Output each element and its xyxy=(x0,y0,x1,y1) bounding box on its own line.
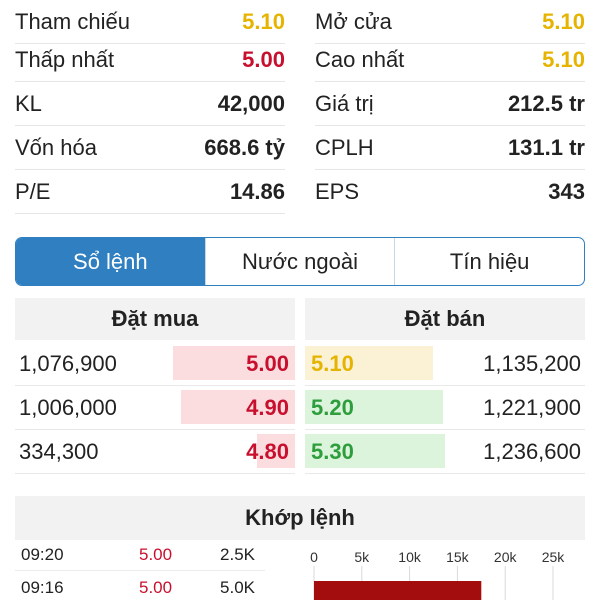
sell-volume-bar xyxy=(305,390,443,424)
buy-volume-bar xyxy=(257,434,295,468)
stat-label: Cao nhất xyxy=(315,47,405,72)
sell-order-row[interactable]: 5.30 1,236,600 xyxy=(305,430,585,474)
volume-by-price-chart: 0 5k 10k 15k 20k 25k xyxy=(310,549,566,600)
stat-row-low: Thấp nhất 5.00 xyxy=(15,38,285,82)
stat-label: Mở cửa xyxy=(315,9,392,34)
stat-label: Giá trị xyxy=(315,91,374,116)
tab-order-book[interactable]: Sổ lệnh xyxy=(16,238,205,285)
segmented-tabs: Sổ lệnh Nước ngoài Tín hiệu xyxy=(15,237,585,286)
trade-volume: 2.5K xyxy=(220,544,255,564)
matched-orders-header: Khớp lệnh xyxy=(15,496,585,540)
stat-row-open: Mở cửa 5.10 xyxy=(315,0,585,44)
stat-label: Tham chiếu xyxy=(15,9,130,34)
buy-volume-bar xyxy=(173,346,295,380)
sell-volume: 1,135,200 xyxy=(483,351,581,376)
stat-row-market-cap: Vốn hóa 668.6 tỷ xyxy=(15,126,285,170)
buy-volume: 1,006,000 xyxy=(19,395,117,420)
trade-time: 09:20 xyxy=(21,544,64,564)
sell-price: 5.10 xyxy=(311,351,354,376)
stat-label: Vốn hóa xyxy=(15,135,97,160)
trade-row[interactable]: 09:16 5.00 5.0K xyxy=(15,571,265,600)
stat-label: P/E xyxy=(15,179,51,204)
sell-volume: 1,221,900 xyxy=(483,395,581,420)
buy-price: 4.80 xyxy=(246,439,289,464)
tab-signals[interactable]: Tín hiệu xyxy=(394,238,584,285)
trade-time: 09:16 xyxy=(21,577,64,597)
buy-orders-header: Đặt mua xyxy=(15,298,295,340)
chart-bar xyxy=(314,581,482,600)
stat-value: 5.00 xyxy=(242,47,285,72)
stat-row-value: Giá trị 212.5 tr xyxy=(315,82,585,126)
buy-price: 4.90 xyxy=(246,395,289,420)
stat-label: KL xyxy=(15,91,42,116)
chart-tick-label: 20k xyxy=(494,549,518,565)
stat-label: Thấp nhất xyxy=(15,47,115,72)
stat-value: 42,000 xyxy=(217,91,285,116)
stat-row-eps: EPS 343 xyxy=(315,170,585,214)
chart-tick-label: 5k xyxy=(354,549,370,565)
sell-order-row[interactable]: 5.20 1,221,900 xyxy=(305,386,585,430)
sell-volume: 1,236,600 xyxy=(483,439,581,464)
stat-value: 14.86 xyxy=(229,179,285,204)
stat-value: 343 xyxy=(548,179,585,204)
stat-value: 5.10 xyxy=(542,47,585,72)
chart-tick-label: 0 xyxy=(310,549,318,565)
stat-value: 5.10 xyxy=(542,9,585,34)
chart-tick-label: 25k xyxy=(542,549,566,565)
stat-value: 131.1 tr xyxy=(507,135,585,160)
chart-tick-label: 10k xyxy=(398,549,422,565)
stat-row-reference: Tham chiếu 5.10 xyxy=(15,0,285,44)
trade-row[interactable]: 09:20 5.00 2.5K xyxy=(15,538,265,571)
sell-volume-bar xyxy=(305,346,433,380)
chart-tick-label: 15k xyxy=(446,549,470,565)
trade-volume: 5.0K xyxy=(220,577,255,597)
sell-price: 5.20 xyxy=(311,395,354,420)
buy-order-row[interactable]: 334,300 4.80 xyxy=(15,430,295,474)
stat-row-high: Cao nhất 5.10 xyxy=(315,38,585,82)
stat-row-shares-outstanding: CPLH 131.1 tr xyxy=(315,126,585,170)
sell-order-row[interactable]: 5.10 1,135,200 xyxy=(305,342,585,386)
stat-value: 5.10 xyxy=(242,9,285,34)
stat-row-pe: P/E 14.86 xyxy=(15,170,285,214)
stat-label: EPS xyxy=(315,179,360,204)
stat-label: CPLH xyxy=(315,135,374,160)
sell-volume-bar xyxy=(305,434,445,468)
buy-order-row[interactable]: 1,076,900 5.00 xyxy=(15,342,295,386)
buy-order-row[interactable]: 1,006,000 4.90 xyxy=(15,386,295,430)
buy-volume: 1,076,900 xyxy=(19,351,117,376)
buy-volume-bar xyxy=(181,390,295,424)
buy-price: 5.00 xyxy=(246,351,289,376)
tab-foreign[interactable]: Nước ngoài xyxy=(204,238,395,285)
stat-value: 668.6 tỷ xyxy=(204,135,285,160)
trade-price: 5.00 xyxy=(139,577,173,597)
trade-price: 5.00 xyxy=(139,544,173,564)
sell-price: 5.30 xyxy=(311,439,354,464)
buy-volume: 334,300 xyxy=(19,439,99,464)
sell-orders-header: Đặt bán xyxy=(305,298,585,340)
stat-value: 212.5 tr xyxy=(507,91,585,116)
stat-row-volume: KL 42,000 xyxy=(15,82,285,126)
